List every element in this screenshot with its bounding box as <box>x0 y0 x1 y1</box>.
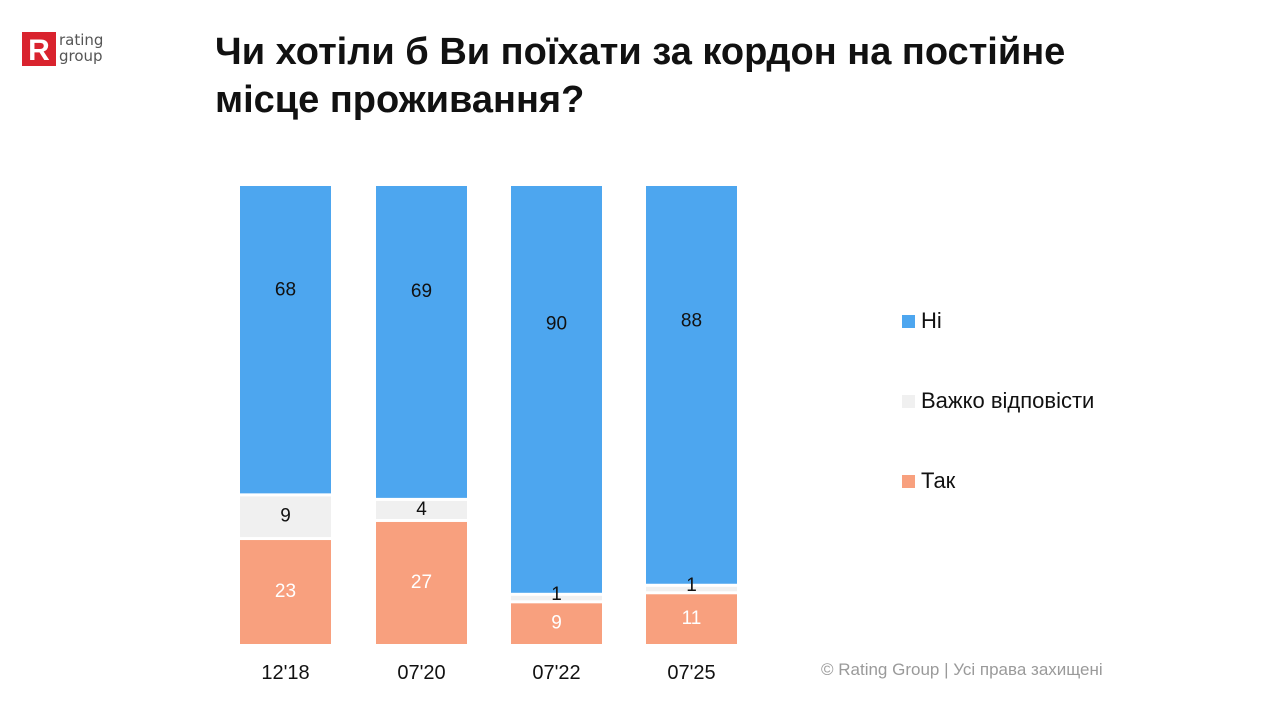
legend-item: Важко відповісти <box>902 388 1094 414</box>
legend-label: Ні <box>921 308 942 333</box>
bar-segment-cat-4-series-1 <box>646 594 737 644</box>
bar-segment-cat-1-series-2 <box>240 496 331 538</box>
title-line-2: місце проживання? <box>215 79 585 121</box>
legend-swatch <box>902 394 915 408</box>
data-label-cat-2-series-3: 69 <box>411 281 432 302</box>
bar-segment-cat-3-series-2 <box>511 595 602 601</box>
logo-r-icon: R <box>22 32 56 66</box>
data-label-cat-1-series-1: 23 <box>275 581 296 602</box>
title-line-1: Чи хотіли б Ви поїхати за кордон на пост… <box>215 31 1066 73</box>
x-tick-label: 07'20 <box>397 662 445 684</box>
data-label-cat-2-series-1: 27 <box>411 572 432 593</box>
legend-item: Так <box>902 468 955 494</box>
bar-segment-cat-4-series-3 <box>646 186 737 584</box>
bar-segment-cat-2-series-2 <box>376 500 467 519</box>
legend-label: Так <box>921 468 956 493</box>
data-label-cat-4-series-3: 88 <box>681 310 702 331</box>
logo-line-group: group <box>59 47 103 65</box>
copyright-note: © Rating Group | Усі права захищені <box>821 660 1103 679</box>
logo-wordmark: rating group <box>59 32 103 64</box>
x-tick-label: 12'18 <box>261 662 309 684</box>
data-label-cat-4-series-2: 1 <box>686 575 697 596</box>
legend-swatch <box>902 474 915 488</box>
data-label-cat-3-series-3: 90 <box>546 313 567 334</box>
bar-segment-cat-3-series-1 <box>511 603 602 644</box>
logo-line-rating: rating <box>59 31 104 49</box>
rating-group-logo: R rating group <box>22 32 103 66</box>
data-label-cat-3-series-1: 9 <box>551 613 562 634</box>
bar-segment-cat-2-series-1 <box>376 521 467 644</box>
bar-segment-cat-3-series-3 <box>511 186 602 593</box>
logo-letter: R <box>28 34 50 66</box>
legend-swatch <box>902 314 915 328</box>
bar-segment-cat-1-series-3 <box>240 186 331 494</box>
x-tick-label: 07'25 <box>667 662 715 684</box>
data-label-cat-1-series-3: 68 <box>275 280 296 301</box>
data-label-cat-2-series-2: 4 <box>416 499 427 520</box>
data-label-cat-3-series-2: 1 <box>551 584 562 605</box>
data-label-cat-4-series-1: 11 <box>682 608 702 629</box>
data-label-cat-1-series-2: 9 <box>280 506 291 527</box>
bar-segment-cat-1-series-1 <box>240 540 331 644</box>
legend-item: Ні <box>902 308 942 334</box>
bar-segment-cat-4-series-2 <box>646 586 737 592</box>
bar-segment-cat-2-series-3 <box>376 186 467 498</box>
x-tick-label: 07'22 <box>532 662 580 684</box>
chart-title: Чи хотіли б Ви поїхати за кордон на пост… <box>215 28 1175 124</box>
legend-label: Важко відповісти <box>921 388 1095 413</box>
